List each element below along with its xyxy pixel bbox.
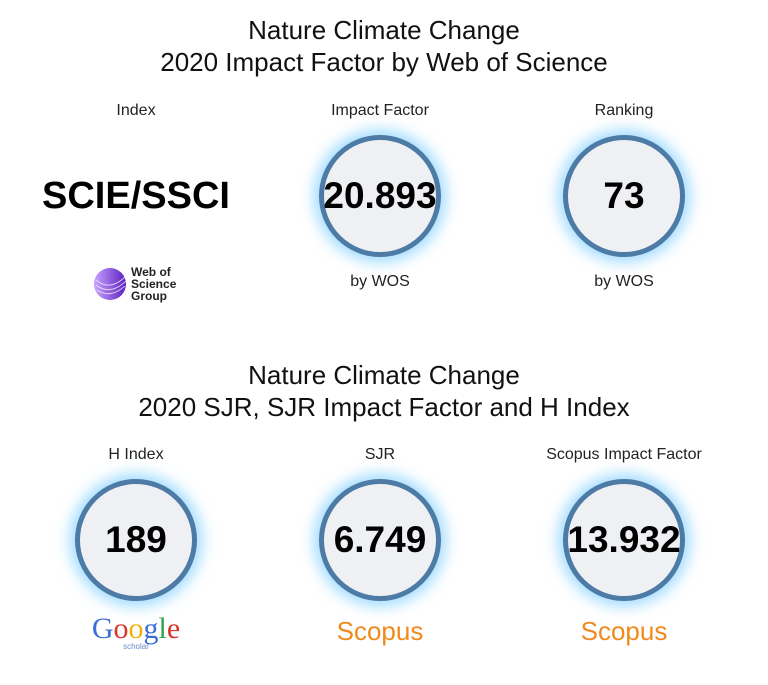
card-note: by WOS — [350, 273, 410, 290]
metric-circle — [563, 135, 685, 257]
metric-circle — [563, 479, 685, 601]
section-title: Nature Climate Change — [248, 360, 520, 390]
card-label: H Index — [108, 446, 164, 463]
wos-logo-text: Group — [131, 289, 167, 303]
card-value: 6.749 — [333, 519, 427, 560]
section-title: Nature Climate Change — [248, 15, 520, 45]
scopus-logo: Scopus — [336, 616, 424, 646]
card-note: by WOS — [594, 273, 654, 290]
wos-logo-icon — [94, 268, 127, 300]
card-label: Ranking — [594, 102, 654, 119]
google-logo-sub: scholar — [123, 642, 149, 651]
wos-logo-text: Web of — [131, 265, 171, 279]
metric-circle — [75, 479, 197, 601]
card-label: Scopus Impact Factor — [546, 446, 702, 463]
card-value: 189 — [105, 519, 167, 560]
card-value: 13.932 — [567, 519, 681, 560]
scopus-logo: Scopus — [580, 616, 668, 646]
card-value: 20.893 — [323, 175, 437, 216]
card-label: Index — [116, 102, 156, 119]
section-subtitle: 2020 Impact Factor by Web of Science — [160, 47, 608, 77]
wos-logo-text: Science — [131, 277, 177, 291]
google-logo: Google — [91, 612, 181, 645]
metric-circle — [319, 479, 441, 601]
card-value: 73 — [603, 175, 645, 216]
card-label: Impact Factor — [331, 102, 429, 119]
card-value: SCIE/SSCI — [42, 175, 230, 217]
card-label: SJR — [364, 446, 396, 463]
metric-circle — [319, 135, 441, 257]
section-subtitle: 2020 SJR, SJR Impact Factor and H Index — [138, 392, 630, 422]
